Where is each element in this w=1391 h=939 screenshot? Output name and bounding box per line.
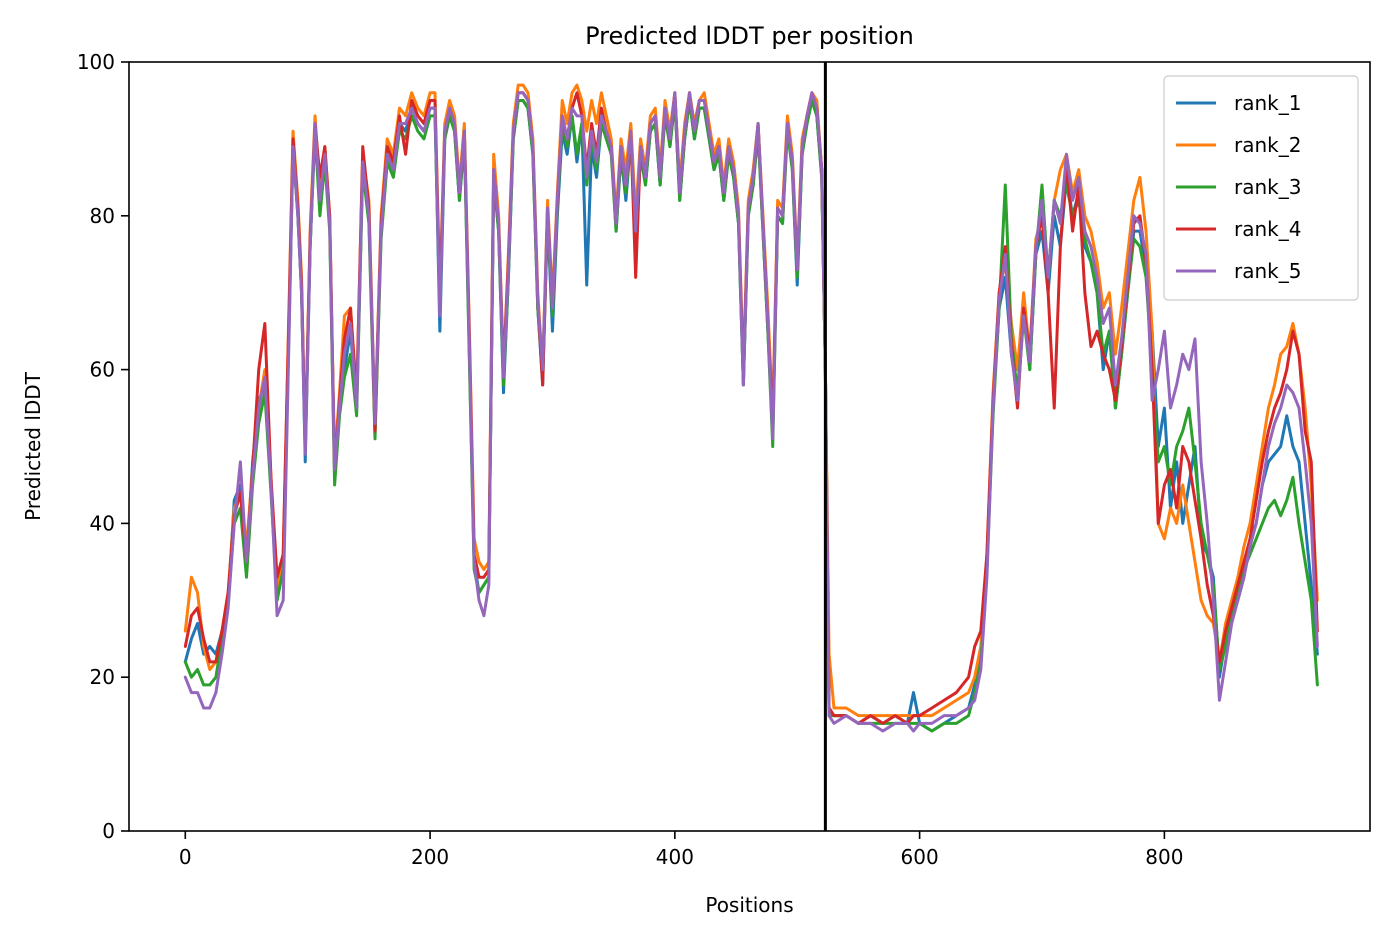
x-tick-label: 600 <box>901 845 939 869</box>
x-axis-ticks: 0 200 400 600 800 <box>179 831 1183 869</box>
y-tick-label: 60 <box>90 358 115 382</box>
x-tick-label: 200 <box>411 845 449 869</box>
plot-frame <box>128 61 1371 832</box>
y-tick-label: 100 <box>77 50 115 74</box>
legend-items: rank_1 rank_2 rank_3 rank_4 rank_5 <box>1176 91 1301 283</box>
chart-title: Predicted lDDT per position <box>585 22 914 50</box>
legend-box <box>1163 75 1359 301</box>
legend-label: rank_4 <box>1234 217 1301 241</box>
legend-entry-rank-2: rank_2 <box>1176 133 1301 157</box>
y-tick-label: 0 <box>102 819 115 843</box>
legend-label: rank_5 <box>1234 259 1301 283</box>
x-tick-label: 0 <box>179 845 192 869</box>
legend-label: rank_2 <box>1234 133 1301 157</box>
y-tick-label: 80 <box>90 204 115 228</box>
y-axis-label: Predicted lDDT <box>21 371 45 521</box>
series-line-rank-5 <box>183 91 1319 733</box>
legend-entry-rank-1: rank_1 <box>1176 91 1301 115</box>
legend: rank_1 rank_2 rank_3 rank_4 rank_5 <box>1163 75 1359 301</box>
x-axis-label: Positions <box>705 893 793 917</box>
legend-label: rank_1 <box>1234 91 1301 115</box>
x-tick-label: 400 <box>656 845 694 869</box>
y-axis-ticks: 0 20 40 60 80 100 <box>77 50 129 843</box>
legend-entry-rank-3: rank_3 <box>1176 175 1301 199</box>
legend-entry-rank-4: rank_4 <box>1176 217 1301 241</box>
series-layer <box>183 83 1319 733</box>
legend-entry-rank-5: rank_5 <box>1176 259 1301 283</box>
y-tick-label: 20 <box>90 665 115 689</box>
legend-label: rank_3 <box>1234 175 1301 199</box>
y-tick-label: 40 <box>90 511 115 535</box>
x-tick-label: 800 <box>1145 845 1183 869</box>
